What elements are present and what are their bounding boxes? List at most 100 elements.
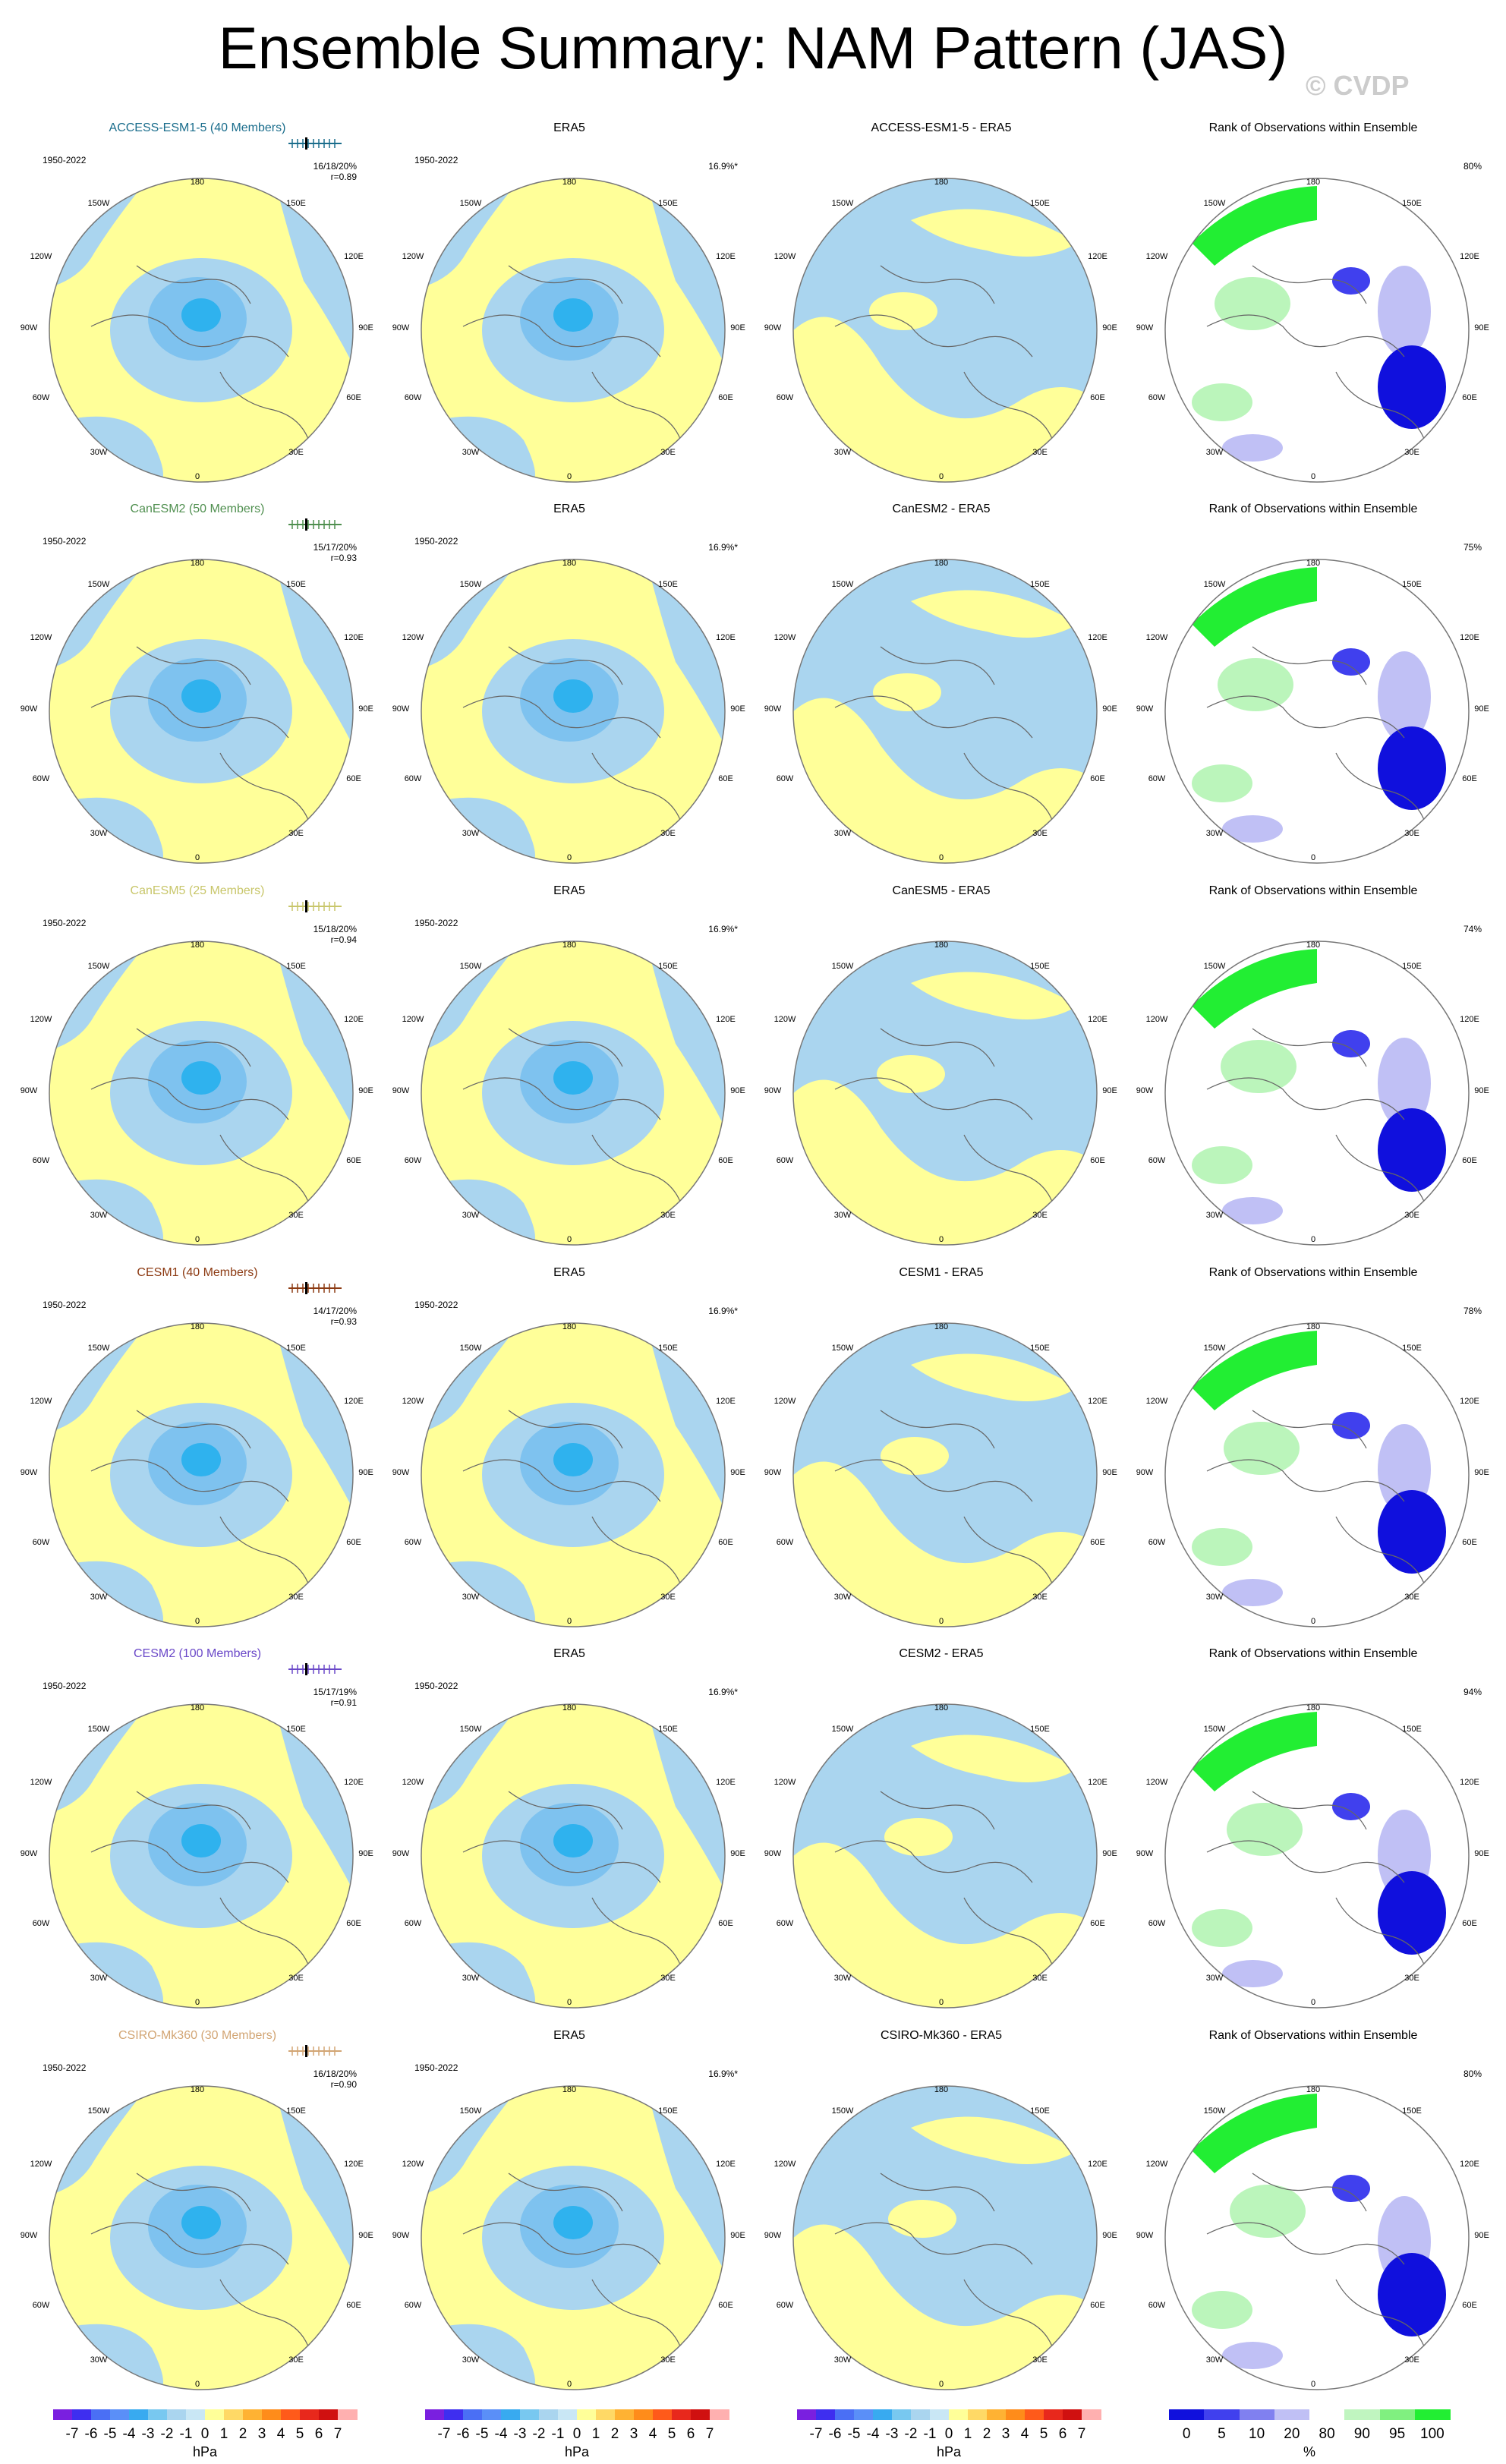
degree-label: 120E [716,633,736,642]
year-range: 1950-2022 [414,2062,458,2073]
map-panel: CSIRO-Mk360 - ERA5 180 0 90W 90E 150W 120W 150E… [759,2021,1123,2401]
degree-label: 30W [462,448,480,457]
degree-label: 30W [1205,448,1224,457]
map-field [421,2086,725,2390]
hpa-colorbar-2: -7 -6 -5 -4 -3 -2 -1 0 1 2 3 4 5 6 7 hPa [425,2409,729,2459]
degree-label: 60E [1090,1156,1105,1165]
degree-label: 90W [20,704,38,714]
degree-label: 90E [1474,1468,1489,1477]
panel-title: Rank of Observations within Ensemble [1208,1266,1418,1279]
degree-label: 90W [20,323,38,332]
panel-title: ERA5 [553,1266,585,1279]
colorbar-swatch [653,2409,673,2420]
degree-label: 60E [1090,393,1105,402]
degree-label: 90E [1102,704,1117,714]
map-field [1165,178,1469,482]
degree-label: 120E [716,2160,736,2169]
degree-label: 30W [90,2355,108,2365]
colorbar-tick: 0 [944,2426,953,2442]
degree-label: 60W [404,393,422,402]
colorbar-tick: 0 [572,2426,581,2442]
hpa-colorbar-3: -7 -6 -5 -4 -3 -2 -1 0 1 2 3 4 5 6 7 hPa [797,2409,1101,2459]
degree-label: 120W [402,1778,424,1787]
colorbar-tick: -1 [179,2426,193,2442]
colorbar-tick: 6 [314,2426,323,2442]
panel-title: CESM2 (100 Members) [133,1647,262,1660]
degree-label: 150E [1402,199,1422,208]
map-panel: Rank of Observations within Ensemble 80% 1… [1131,2021,1495,2401]
degree-label: 180 [934,559,949,568]
degree-label: 180 [190,559,205,568]
degree-label: 30E [1032,1593,1048,1602]
map-panel: Rank of Observations within Ensemble 75% 1… [1131,495,1495,874]
colorbar-swatch [539,2409,559,2420]
colorbar-tick: 20 [1284,2426,1300,2442]
degree-label: 30W [90,1211,108,1220]
colorbar-tick: -2 [532,2426,546,2442]
colorbar-unit: % [1303,2444,1315,2459]
colorbar-tick: -6 [456,2426,470,2442]
map-field [1165,559,1469,863]
map-panel: ERA5 1950-2022 16.9%* 180 0 90W 90E 150W 120W 150… [387,114,751,493]
degree-label: 0 [194,472,200,481]
colorbar-unit: hPa [936,2444,962,2459]
degree-label: 30W [833,1974,852,1983]
degree-label: 60E [1462,1538,1477,1547]
colorbar-tick: 4 [648,2426,657,2442]
colorbar-swatch [129,2409,149,2420]
colorbar-swatch [854,2409,874,2420]
map-field [421,1323,725,1627]
colorbar-tick: -1 [551,2426,565,2442]
percent-variance: 15/17/20% [313,542,357,553]
map-field [49,1323,353,1627]
rank-percent: 80% [1463,161,1482,172]
polar-map [792,559,1098,864]
panel-title: ERA5 [553,1647,585,1660]
degree-label: 30E [660,2355,676,2365]
year-range: 1950-2022 [43,155,87,165]
degree-label: 150E [1030,2106,1050,2116]
degree-label: 150W [1203,1725,1226,1734]
colorbar-tick: 4 [1020,2426,1029,2442]
degree-label: 30E [660,1593,676,1602]
degree-label: 30E [288,448,304,457]
degree-label: 0 [194,853,200,862]
colorbar-swatch [911,2409,931,2420]
degree-label: 150E [286,962,306,971]
colorbar-swatch [596,2409,616,2420]
map-panel: CanESM5 - ERA5 180 0 90W 90E 150W 120W 150E 120E… [759,877,1123,1256]
degree-label: 150W [459,962,482,971]
polar-map [421,2085,726,2390]
colorbar-swatch [930,2409,950,2420]
colorbar-swatch [1006,2409,1026,2420]
ensemble-spread-bar [288,518,342,531]
colorbar-tick: -7 [809,2426,823,2442]
degree-label: 30W [1205,2355,1224,2365]
colorbar-swatch [949,2409,969,2420]
colorbar-tick: 3 [629,2426,638,2442]
colorbar-tick: -2 [160,2426,174,2442]
degree-label: 90E [1474,1086,1489,1095]
degree-label: 30W [462,1211,480,1220]
degree-label: 120E [1460,1778,1479,1787]
degree-label: 120E [344,2160,364,2169]
degree-label: 0 [194,2380,200,2389]
degree-label: 60E [1090,2301,1105,2310]
degree-label: 60E [718,1919,733,1928]
degree-label: 60W [776,393,794,402]
era5-variance: 16.9%* [708,924,738,934]
degree-label: 60E [1462,1919,1477,1928]
pattern-stats: 15/17/19% r=0.91 [266,1687,357,1708]
map-panel: Rank of Observations within Ensemble 80% 1… [1131,114,1495,493]
year-range: 1950-2022 [414,918,458,928]
degree-label: 150W [87,2106,110,2116]
colorbar-tick: 2 [238,2426,247,2442]
era5-variance: 16.9%* [708,1306,738,1316]
map-field [49,1704,353,2008]
degree-label: 60W [776,1156,794,1165]
degree-label: 30E [1032,2355,1048,2365]
colorbar-swatch [72,2409,92,2420]
map-field [1165,1323,1469,1627]
degree-label: 150E [658,962,678,971]
degree-label: 90E [358,1468,373,1477]
